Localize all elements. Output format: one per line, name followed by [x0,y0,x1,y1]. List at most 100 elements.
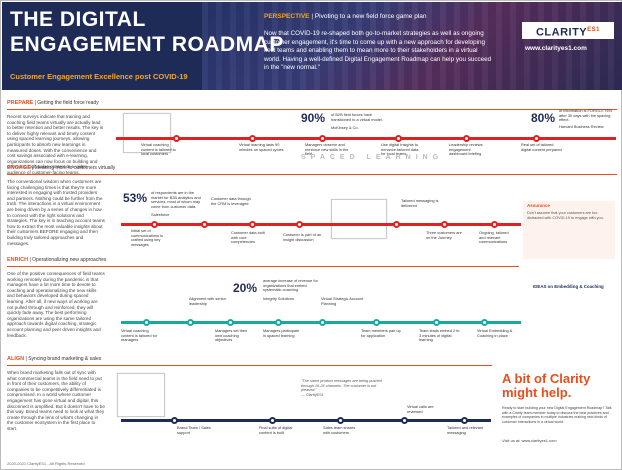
clarity-body: Ready to start building your new Digital… [502,406,612,424]
enrich-tagline: Operationalizing new approaches [32,257,107,263]
align-article-card [117,373,165,417]
engage-step: Initial set of communications is crafted… [131,228,164,248]
enrich-step: Managers set their own coaching objectiv… [215,328,248,343]
align-node [401,417,408,424]
enrich-node [143,319,150,326]
align-timeline [121,419,491,422]
prepare-node [395,135,402,142]
align-label: ALIGN [7,356,25,362]
align-step: Brand Team / Sales support [177,425,211,435]
engage-stat-caption: of respondents are in the market for B2B… [151,190,201,209]
enrich-step: Managers participate in spaced learning [263,328,300,338]
align-node [171,417,178,424]
engage-node [151,221,158,228]
prepare-node [463,135,470,142]
prepare-stat-1-caption: of B2B field forces have transitioned to… [331,112,383,122]
align-tagline: Syncing brand marketing & sales [28,356,102,362]
align-node [337,417,344,424]
prepare-article-card [123,113,171,153]
engage-label: ENGAGE [7,165,31,171]
logo-suffix: ES1 [587,27,600,33]
enrich-step: Virtual coaching content is tailored for… [121,328,158,343]
prepare-heading: PREPARE | Getting the field force ready [7,100,99,106]
page-subtitle: Customer Engagement Excellence post COVI… [10,72,188,81]
prepare-step: Use digital Insights to enhance tailored… [381,142,419,157]
align-node [461,417,468,424]
align-quote-source: — ClarityES1 [301,393,324,397]
clarity-contact-link[interactable]: Visit us at: www.clarityes1.com [502,438,557,443]
prepare-stat-2-value: 80% [531,111,556,125]
enrich-step: Alignment with senior leadership [189,296,226,306]
clarityes1-logo[interactable]: CLARITYES1 [522,22,614,39]
prepare-label: PREPARE [7,100,34,106]
header-url-link[interactable]: www.clarityes1.com [525,45,587,52]
prepare-stat-2-caption: of information is FORGOTTEN after 30 day… [559,108,612,123]
prepare-timeline [116,137,616,140]
engage-node [201,221,208,228]
assurance-title: Assurance [527,203,551,208]
prepare-stat-2-source: Harvard Business Review [559,124,604,129]
prepare-stat-1-source: McKinsey & Co. [331,125,359,130]
assurance-box: Assurance Don't assume that your custome… [523,201,615,259]
enrich-step: Team members pair up for application [361,328,401,338]
engage-step: Customer is part of an insight discussio… [283,232,322,242]
clarity-headline: A bit of Clarity [502,371,591,386]
enrich-node [227,319,234,326]
align-step: Virtual calls are reviewed [407,404,434,414]
engage-heading: ENGAGE | Meaning more to customers virtu… [7,165,116,171]
enrich-step: Virtual Strategic Account Planning [321,296,364,306]
engage-article-card [331,199,387,239]
engage-node [491,221,498,228]
align-body: When brand marketing falls out of sync w… [7,370,105,431]
header-banner: THE DIGITAL ENGAGEMENT ROADMAP Customer … [2,2,622,90]
footer-copyright: 2020-2021 ClarityES1 - All Rights Reserv… [7,461,85,466]
header-background-photo [202,2,622,90]
prepare-step: Managers observe and reinforce new skill… [305,142,349,157]
align-step: Tailored and relevant messaging [447,425,484,435]
enrich-node [433,319,440,326]
prepare-body: Recent surveys indicate that training an… [7,114,104,175]
enrich-stat-caption: average increase of revenue for organiza… [263,278,318,293]
engage-node [249,221,256,228]
perspective-label: PERSPECTIVE [264,13,310,20]
enrich-node [481,319,488,326]
engage-node [441,221,448,228]
page-title-line-1: THE DIGITAL [10,8,146,31]
prepare-step: Real set of tailored digital content pre… [521,142,562,152]
engage-stat-value: 53% [123,191,148,205]
enrich-heading: ENRICH | Operationalizing new approaches [7,257,107,263]
engage-tagline: Meaning more to customers virtually [34,165,116,171]
enrich-node [275,319,282,326]
align-step: Sales team shares with customers [323,425,356,435]
assurance-text: Don't assume that your customers are too… [527,211,604,220]
prepare-step: Virtual coaching content is tailored to … [141,142,176,157]
engage-step: Customer data built with core competenci… [231,230,265,245]
engage-timeline [121,223,521,226]
perspective-tagline: Pivoting to a new field force game plan [314,13,427,20]
prepare-node [249,135,256,142]
engage-body: The conventional wisdom when customers a… [7,179,105,246]
align-quote: "The same product messages are being pus… [301,379,382,393]
enrich-node [319,319,326,326]
engage-divider [7,174,617,175]
prepare-node [533,135,540,142]
engage-node [393,221,400,228]
logo-text: CLARITY [535,26,588,39]
align-divider [7,365,492,366]
enrich-node [373,319,380,326]
clarity-subheadline: might help. [502,385,572,400]
spaced-learning-watermark: SPACED LEARNING [301,154,444,161]
engage-step: Ongoing, tailored and relevant communica… [479,230,509,245]
prepare-tagline: Getting the field force ready [37,100,99,106]
prepare-stat-1-value: 90% [301,111,326,125]
enrich-label: ENRICH [7,257,29,263]
enrich-stat-source: Integrity Solutions [263,296,294,301]
prepare-step: Virtual learning lasts 90 minutes on spa… [239,142,284,152]
page-title-line-2: ENGAGEMENT ROADMAP [10,33,284,56]
align-heading: ALIGN | Syncing brand marketing & sales [7,356,102,362]
prepare-node [319,135,326,142]
engage-step: Three customers are on the Journey [426,230,462,240]
engage-step: Tailored messaging is delivered [401,198,439,208]
enrich-stat-value: 20% [233,281,258,295]
